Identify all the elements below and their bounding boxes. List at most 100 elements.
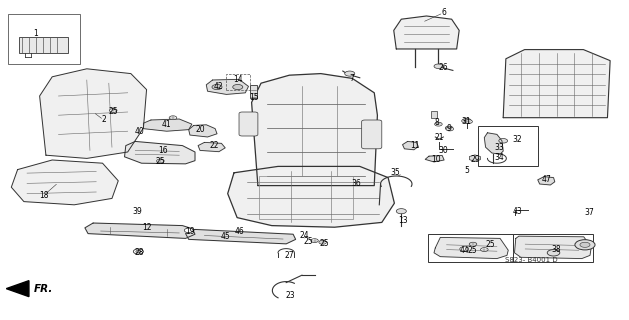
- Circle shape: [109, 108, 117, 112]
- Text: 12: 12: [142, 223, 152, 232]
- Circle shape: [446, 127, 454, 131]
- Text: 33: 33: [494, 143, 504, 152]
- Text: 25: 25: [108, 108, 118, 116]
- Text: 25: 25: [486, 240, 496, 249]
- Circle shape: [212, 84, 222, 90]
- Polygon shape: [198, 142, 225, 152]
- Text: 44: 44: [459, 246, 469, 255]
- Polygon shape: [189, 125, 217, 137]
- Polygon shape: [252, 74, 377, 186]
- Text: 28: 28: [135, 248, 145, 257]
- Circle shape: [462, 118, 471, 123]
- Bar: [19, 37, 68, 53]
- Circle shape: [462, 119, 469, 123]
- Text: 1: 1: [33, 29, 38, 38]
- Text: 45: 45: [220, 232, 230, 241]
- Polygon shape: [143, 119, 192, 131]
- Text: 22: 22: [209, 141, 219, 150]
- Text: 29: 29: [470, 155, 481, 164]
- Polygon shape: [85, 223, 195, 238]
- Circle shape: [434, 64, 443, 68]
- Text: 34: 34: [494, 153, 504, 162]
- Text: 40: 40: [134, 127, 144, 136]
- Text: 13: 13: [398, 216, 408, 225]
- Text: 25: 25: [155, 157, 165, 166]
- Polygon shape: [11, 160, 118, 205]
- Circle shape: [136, 250, 141, 253]
- Text: 38: 38: [551, 245, 561, 254]
- Circle shape: [319, 240, 326, 244]
- Text: 24: 24: [299, 231, 309, 240]
- Text: 7: 7: [350, 74, 355, 83]
- Circle shape: [499, 139, 508, 143]
- Text: 5: 5: [464, 166, 469, 175]
- Circle shape: [465, 120, 472, 124]
- Text: 16: 16: [158, 146, 168, 155]
- Polygon shape: [394, 16, 459, 49]
- Text: 6: 6: [442, 8, 447, 17]
- Bar: [8, 14, 80, 64]
- Text: 41: 41: [161, 120, 171, 129]
- Text: 36: 36: [351, 180, 361, 188]
- Text: 27: 27: [284, 252, 294, 260]
- Text: 26: 26: [438, 63, 448, 72]
- Text: 19: 19: [185, 228, 195, 236]
- FancyBboxPatch shape: [239, 112, 258, 136]
- Text: 35: 35: [390, 168, 400, 177]
- Polygon shape: [403, 141, 418, 150]
- Circle shape: [169, 116, 177, 120]
- Circle shape: [580, 242, 590, 247]
- Text: FR.: FR.: [33, 284, 53, 294]
- Polygon shape: [434, 237, 508, 259]
- Text: 32: 32: [512, 135, 522, 144]
- Polygon shape: [538, 177, 555, 185]
- Bar: [226, 74, 250, 90]
- Circle shape: [311, 239, 318, 243]
- Polygon shape: [425, 156, 444, 162]
- Text: 18: 18: [39, 191, 49, 200]
- Circle shape: [233, 84, 243, 90]
- Bar: [513, 234, 593, 262]
- Text: S823- B4001 D: S823- B4001 D: [504, 258, 557, 263]
- Circle shape: [547, 250, 560, 256]
- Polygon shape: [125, 141, 195, 164]
- Polygon shape: [228, 166, 394, 227]
- Polygon shape: [503, 50, 610, 118]
- Text: 25: 25: [467, 246, 477, 255]
- Circle shape: [460, 247, 469, 251]
- Bar: [250, 85, 257, 98]
- Text: 10: 10: [431, 156, 441, 164]
- Circle shape: [435, 122, 442, 126]
- Circle shape: [133, 249, 143, 254]
- Text: 11: 11: [410, 141, 420, 150]
- Circle shape: [396, 209, 406, 214]
- Circle shape: [184, 228, 193, 233]
- Text: 25: 25: [320, 239, 330, 248]
- Circle shape: [575, 240, 595, 250]
- Circle shape: [445, 126, 453, 130]
- Text: 39: 39: [132, 207, 142, 216]
- Text: 20: 20: [196, 125, 206, 134]
- Text: 25: 25: [303, 237, 313, 246]
- Circle shape: [469, 242, 477, 246]
- Circle shape: [481, 248, 488, 252]
- Text: 31: 31: [462, 117, 472, 126]
- Text: 23: 23: [285, 292, 295, 300]
- Circle shape: [157, 159, 164, 163]
- Polygon shape: [484, 133, 503, 154]
- Text: 9: 9: [447, 124, 452, 133]
- Bar: [478, 126, 538, 166]
- Text: 30: 30: [438, 146, 448, 155]
- Text: 42: 42: [214, 82, 224, 91]
- Polygon shape: [206, 79, 248, 94]
- Text: 21: 21: [434, 133, 444, 142]
- Text: 46: 46: [235, 227, 245, 236]
- Circle shape: [345, 71, 355, 76]
- Text: 37: 37: [584, 208, 594, 217]
- Text: 15: 15: [249, 93, 259, 102]
- Text: 47: 47: [542, 175, 552, 184]
- Polygon shape: [40, 69, 147, 158]
- Text: 43: 43: [513, 207, 523, 216]
- Bar: [431, 111, 437, 118]
- Text: 8: 8: [434, 118, 439, 127]
